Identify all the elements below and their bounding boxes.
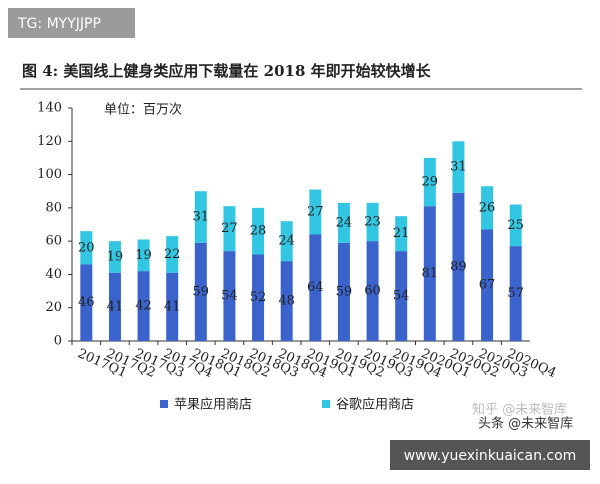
value-label: 20 (78, 240, 95, 255)
y-tick-label: 40 (45, 267, 62, 282)
y-tick-label: 100 (37, 167, 62, 182)
bar-segment (481, 229, 494, 341)
value-label: 25 (507, 218, 524, 233)
value-label: 24 (278, 234, 295, 249)
legend-swatch (160, 400, 168, 408)
value-label: 64 (307, 280, 324, 295)
y-tick-label: 20 (45, 300, 62, 315)
bar-segment (280, 261, 293, 341)
value-label: 31 (193, 210, 210, 225)
value-label: 54 (393, 289, 410, 304)
watermark: 头条 @未来智库 (478, 416, 573, 432)
value-label: 28 (250, 224, 267, 239)
value-label: 81 (422, 266, 439, 281)
legend-label: 谷歌应用商店 (336, 397, 414, 413)
value-label: 19 (135, 248, 152, 263)
value-label: 57 (507, 286, 524, 301)
y-tick-label: 60 (45, 234, 62, 249)
value-label: 27 (221, 221, 238, 236)
value-label: 21 (393, 226, 410, 241)
y-tick-label: 0 (54, 334, 62, 349)
bar-segment (423, 206, 436, 341)
value-label: 27 (307, 205, 324, 220)
bar-segment (194, 191, 207, 243)
bar-segment (80, 264, 93, 341)
value-label: 23 (364, 215, 381, 230)
bar-segment (366, 202, 379, 242)
watermark: TG: MYYJJPP (17, 16, 101, 32)
bar-segment (108, 272, 121, 341)
watermark-box (390, 440, 590, 470)
value-label: 24 (336, 215, 353, 230)
bar-segment (137, 239, 150, 272)
bar-segment (166, 272, 179, 341)
bar-segment (423, 157, 436, 207)
value-label: 41 (107, 299, 124, 314)
legend-label: 苹果应用商店 (174, 397, 252, 413)
watermark: www.yuexinkuaican.com (404, 448, 577, 464)
value-label: 48 (278, 294, 295, 309)
value-label: 46 (78, 295, 95, 310)
value-label: 59 (336, 284, 353, 299)
chart-title: 图 4: 美国线上健身类应用下载量在 2018 年即开始较快增长 (22, 62, 432, 80)
bar-segment (452, 192, 465, 341)
value-label: 67 (479, 278, 496, 293)
bar-segment (223, 206, 236, 252)
bar-segment (366, 241, 379, 341)
value-label: 41 (164, 299, 181, 314)
bar-segment (337, 202, 350, 243)
bar-segment (166, 236, 179, 273)
value-label: 19 (107, 249, 124, 264)
bar-segment (509, 204, 522, 247)
y-tick-label: 120 (37, 134, 62, 149)
value-label: 31 (450, 160, 467, 175)
bar-segment (337, 242, 350, 341)
bar-segment (309, 234, 322, 341)
bar-segment (194, 242, 207, 341)
bar-segment (509, 246, 522, 341)
bar-segment (481, 186, 494, 230)
bar-segment (223, 251, 236, 341)
value-label: 29 (422, 175, 439, 190)
bar-segment (452, 141, 465, 193)
bar-segment (252, 207, 265, 255)
bar-segment (395, 216, 408, 252)
bar-segment (137, 271, 150, 341)
y-tick-label: 80 (45, 200, 62, 215)
watermark: 知乎 @未来智库 (472, 402, 567, 418)
bar-segment (80, 231, 93, 265)
value-label: 54 (221, 289, 238, 304)
value-label: 60 (364, 284, 381, 299)
bar-segment (252, 254, 265, 341)
bar-segment (395, 251, 408, 341)
bar-segment (309, 189, 322, 235)
value-label: 22 (164, 247, 181, 262)
y-tick-label: 140 (37, 101, 62, 116)
value-label: 89 (450, 259, 467, 274)
watermark-box (8, 8, 135, 38)
bar-segment (280, 221, 293, 262)
value-label: 59 (193, 284, 210, 299)
value-label: 26 (479, 200, 496, 215)
legend-swatch (322, 400, 330, 408)
unit-note: 单位：百万次 (104, 102, 182, 118)
value-label: 52 (250, 290, 267, 305)
bar-segment (108, 241, 121, 273)
value-label: 42 (135, 299, 152, 314)
